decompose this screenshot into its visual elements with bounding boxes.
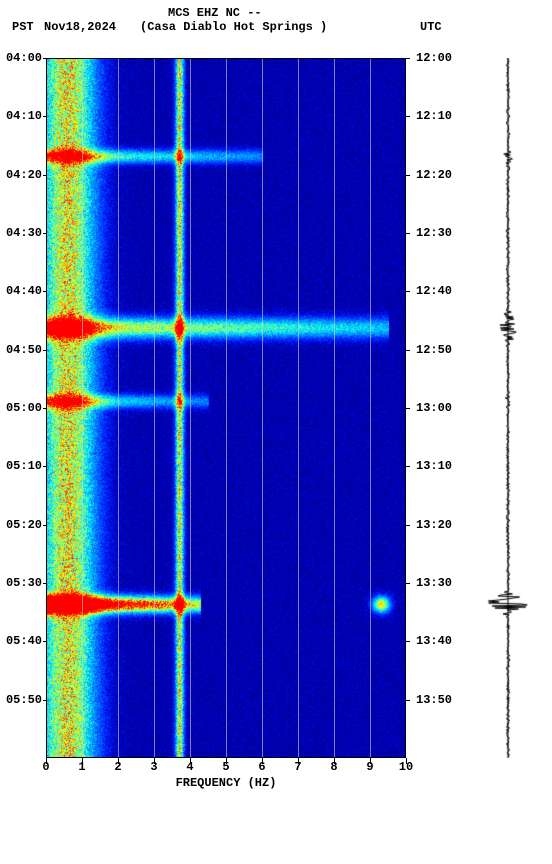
waveform-canvas (478, 58, 538, 758)
y-left-tick-label: 05:30 (2, 576, 42, 590)
y-right-tick-label: 13:20 (416, 518, 460, 532)
y-left-tick-label: 05:00 (2, 401, 42, 415)
spectrogram-plot-area (46, 58, 406, 758)
left-timezone: PST (12, 20, 34, 34)
waveform-panel (478, 58, 538, 758)
y-right-tick-label: 13:00 (416, 401, 460, 415)
right-timezone: UTC (420, 20, 442, 34)
y-left-tick-label: 05:10 (2, 459, 42, 473)
station-code: MCS EHZ NC -- (168, 6, 262, 20)
y-left-tick-label: 04:50 (2, 343, 42, 357)
y-left-tick-label: 05:50 (2, 693, 42, 707)
station-location: (Casa Diablo Hot Springs ) (140, 20, 327, 34)
y-right-tick-label: 12:50 (416, 343, 460, 357)
y-right-tick-label: 12:20 (416, 168, 460, 182)
y-right-tick-label: 13:10 (416, 459, 460, 473)
y-right-tick-label: 12:00 (416, 51, 460, 65)
y-left-tick-label: 04:00 (2, 51, 42, 65)
chart-date: Nov18,2024 (44, 20, 116, 34)
y-left-tick-label: 04:30 (2, 226, 42, 240)
spectrogram-page: MCS EHZ NC -- PST Nov18,2024 (Casa Diabl… (0, 0, 552, 864)
y-right-tick-label: 12:30 (416, 226, 460, 240)
x-axis-label: FREQUENCY (HZ) (0, 776, 452, 790)
y-right-tick-label: 13:50 (416, 693, 460, 707)
y-left-tick-label: 04:10 (2, 109, 42, 123)
y-right-tick-label: 13:40 (416, 634, 460, 648)
y-right-tick-label: 13:30 (416, 576, 460, 590)
y-right-tick-label: 12:10 (416, 109, 460, 123)
y-left-tick-label: 05:20 (2, 518, 42, 532)
y-left-tick-label: 04:40 (2, 284, 42, 298)
y-left-tick-label: 05:40 (2, 634, 42, 648)
y-left-tick-label: 04:20 (2, 168, 42, 182)
y-right-tick-label: 12:40 (416, 284, 460, 298)
